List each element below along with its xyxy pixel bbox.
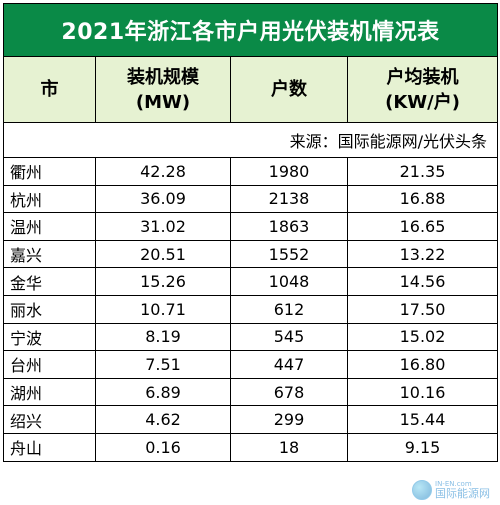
households-cell: 1552 — [230, 239, 348, 269]
avg-cell: 16.80 — [346, 350, 499, 379]
header-city: 市 — [3, 56, 96, 123]
table-row: 金华 15.26 1048 14.56 — [3, 267, 499, 296]
table-title: 2021年浙江各市户用光伏装机情况表 — [2, 3, 499, 57]
header-capacity-unit: (MW) — [135, 91, 191, 113]
watermark-cn: 国际能源网 — [435, 487, 490, 500]
table-row: 温州 31.02 1863 16.65 — [3, 212, 499, 241]
households-cell: 612 — [230, 294, 348, 324]
city-cell: 杭州 — [3, 184, 96, 214]
city-cell: 温州 — [3, 212, 96, 241]
avg-cell: 9.15 — [346, 432, 499, 462]
households-cell: 447 — [230, 350, 348, 379]
table-row: 绍兴 4.62 299 15.44 — [3, 405, 499, 434]
table-row: 嘉兴 20.51 1552 13.22 — [3, 239, 499, 269]
table-body: 衢州 42.28 1980 21.35 杭州 36.09 2138 16.88 温州 31.02 1… — [3, 157, 499, 462]
households-cell: 1980 — [230, 157, 348, 186]
city-cell: 金华 — [3, 267, 96, 296]
city-cell: 嘉兴 — [3, 239, 96, 269]
title-row: 2021年浙江各市户用光伏装机情况表 — [2, 3, 499, 57]
capacity-cell: 6.89 — [95, 377, 231, 407]
avg-cell: 13.22 — [346, 239, 499, 269]
source-row: 来源：国际能源网/光伏头条 — [2, 122, 499, 158]
table-row: 湖州 6.89 678 10.16 — [3, 377, 499, 407]
capacity-cell: 31.02 — [95, 212, 231, 241]
avg-cell: 16.88 — [346, 184, 499, 214]
capacity-cell: 36.09 — [95, 184, 231, 214]
header-households: 户数 — [230, 56, 348, 123]
city-cell: 宁波 — [3, 322, 96, 352]
households-cell: 2138 — [230, 184, 348, 214]
avg-cell: 10.16 — [346, 377, 499, 407]
city-cell: 丽水 — [3, 294, 96, 324]
capacity-cell: 15.26 — [95, 267, 231, 296]
watermark-text: IN-EN.com 国际能源网 — [435, 480, 490, 500]
source-note: 来源：国际能源网/光伏头条 — [2, 122, 499, 158]
capacity-cell: 42.28 — [95, 157, 231, 186]
households-cell: 299 — [230, 405, 348, 434]
avg-cell: 17.50 — [346, 294, 499, 324]
avg-cell: 21.35 — [346, 157, 499, 186]
globe-logo-icon — [412, 480, 432, 500]
header-households-label: 户数 — [271, 79, 307, 100]
avg-cell: 14.56 — [346, 267, 499, 296]
avg-cell: 15.44 — [346, 405, 499, 434]
city-cell: 绍兴 — [3, 405, 96, 434]
header-avg-unit: (KW/户) — [385, 91, 460, 113]
table-row: 衢州 42.28 1980 21.35 — [3, 157, 499, 186]
table-row: 宁波 8.19 545 15.02 — [3, 322, 499, 352]
avg-cell: 16.65 — [346, 212, 499, 241]
capacity-cell: 20.51 — [95, 239, 231, 269]
city-cell: 台州 — [3, 350, 96, 379]
households-cell: 678 — [230, 377, 348, 407]
households-cell: 1048 — [230, 267, 348, 296]
header-city-label: 市 — [40, 79, 59, 100]
capacity-cell: 8.19 — [95, 322, 231, 352]
city-cell: 湖州 — [3, 377, 96, 407]
header-avg: 户均装机 (KW/户) — [346, 56, 499, 123]
households-cell: 1863 — [230, 212, 348, 241]
header-avg-label: 户均装机 — [386, 66, 459, 88]
table-row: 杭州 36.09 2138 16.88 — [3, 184, 499, 214]
watermark-en: IN-EN.com — [435, 480, 472, 488]
table-row: 丽水 10.71 612 17.50 — [3, 294, 499, 324]
city-cell: 衢州 — [3, 157, 96, 186]
households-cell: 18 — [230, 432, 348, 462]
city-cell: 舟山 — [3, 432, 96, 462]
header-row: 市 装机规模 (MW) 户数 户均装机 (KW/户) — [3, 56, 499, 123]
capacity-cell: 4.62 — [95, 405, 231, 434]
header-capacity-label: 装机规模 — [127, 66, 199, 88]
table-row: 舟山 0.16 18 9.15 — [3, 432, 499, 462]
table-row: 台州 7.51 447 16.80 — [3, 350, 499, 379]
pv-capacity-table: 2021年浙江各市户用光伏装机情况表 市 装机规模 (MW) 户数 户均装机 (… — [2, 3, 499, 462]
capacity-cell: 7.51 — [95, 350, 231, 379]
households-cell: 545 — [230, 322, 348, 352]
watermark: IN-EN.com 国际能源网 — [412, 480, 490, 500]
capacity-cell: 0.16 — [95, 432, 231, 462]
avg-cell: 15.02 — [346, 322, 499, 352]
header-capacity: 装机规模 (MW) — [95, 56, 231, 123]
capacity-cell: 10.71 — [95, 294, 231, 324]
